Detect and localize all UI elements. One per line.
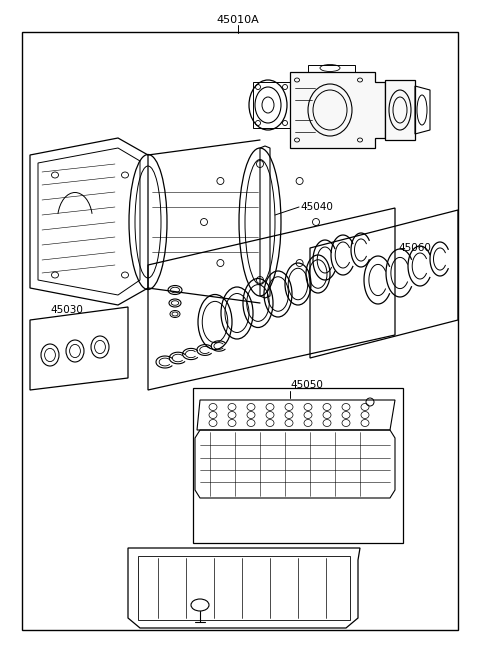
Text: 45040: 45040 (300, 202, 333, 212)
Polygon shape (385, 80, 415, 140)
Bar (193, 388, 403, 543)
Text: 45050: 45050 (290, 380, 323, 390)
Text: 45060: 45060 (398, 243, 431, 253)
Text: 45030: 45030 (50, 305, 83, 315)
Text: 45010A: 45010A (216, 15, 259, 25)
Polygon shape (290, 72, 385, 148)
